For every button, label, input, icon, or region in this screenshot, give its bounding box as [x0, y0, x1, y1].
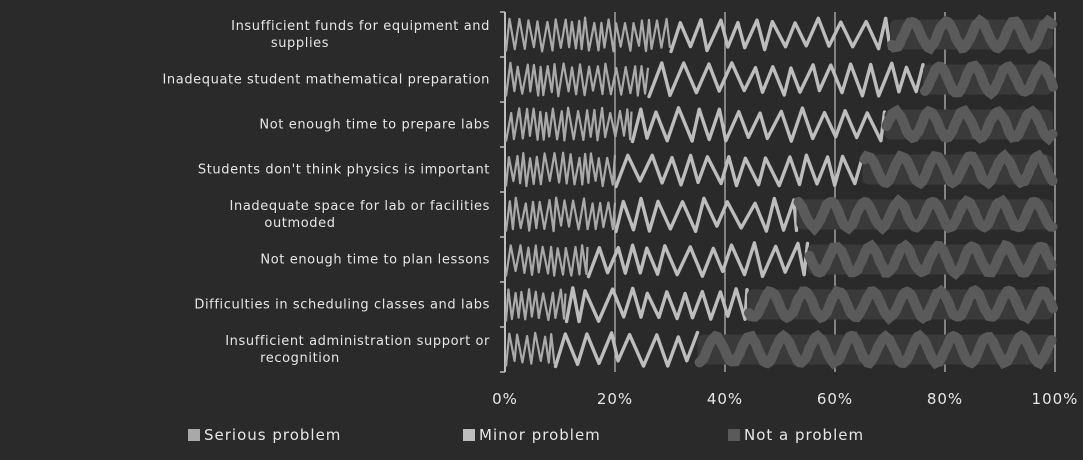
legend: Serious problem Minor problem Not a proble…	[188, 426, 864, 444]
bar-segment-not-a-problem	[804, 239, 1057, 280]
category-label: Not enough time to prepare labs	[259, 118, 490, 133]
legend-swatch	[463, 429, 475, 441]
x-tick-label: 80%	[927, 390, 963, 408]
category-label: Insufficient funds for equipment and supp…	[231, 19, 490, 51]
bar-segment-minor-problem	[586, 241, 810, 279]
x-tick-label: 100%	[1032, 390, 1079, 408]
bar-segment-minor-problem	[669, 16, 892, 54]
x-tick-labels: 0% 20% 40% 60% 80% 100%	[492, 390, 1079, 408]
x-tick-label: 40%	[707, 390, 743, 408]
bar-segment-serious-problem	[504, 151, 617, 188]
bar-segment-not-a-problem	[793, 194, 1058, 236]
x-tick-label: 60%	[817, 390, 853, 408]
category-labels: Insufficient funds for equipment and supp…	[162, 19, 490, 366]
bar-segment-serious-problem	[504, 288, 567, 322]
category-label: Difficulties in scheduling classes and l…	[194, 298, 490, 313]
category-label: Students don't think physics is importan…	[198, 163, 490, 178]
bar-segment-serious-problem	[504, 196, 617, 233]
x-tick-label: 20%	[597, 390, 633, 408]
bar-segment-not-a-problem	[887, 14, 1057, 55]
bar-segment-minor-problem	[553, 330, 700, 369]
bar-segment-not-a-problem	[881, 104, 1058, 146]
bar-segment-serious-problem	[504, 244, 589, 277]
bar-segment-serious-problem	[504, 106, 633, 142]
category-label: Insufficient administration support or re…	[225, 334, 490, 366]
bar-segment-minor-problem	[614, 196, 799, 234]
legend-label: Not a problem	[744, 426, 864, 444]
category-label: Inadequate space for lab or facilities ou…	[230, 199, 490, 231]
category-label: Inadequate student mathematical preparat…	[162, 73, 490, 88]
bar-segment-minor-problem	[564, 286, 749, 324]
bar-segment-serious-problem	[504, 61, 650, 98]
category-label: Not enough time to plan lessons	[260, 253, 490, 268]
bar-segment-not-a-problem	[859, 148, 1058, 190]
x-tick-label: 0%	[492, 390, 518, 408]
bar-segment-minor-problem	[614, 153, 865, 189]
legend-swatch	[728, 429, 740, 441]
bar-segment-not-a-problem	[744, 284, 1058, 325]
bar-segment-not-a-problem	[920, 60, 1058, 100]
bars	[504, 14, 1058, 370]
legend-swatch	[188, 429, 200, 441]
legend-label: Minor problem	[479, 426, 601, 444]
bar-segment-minor-problem	[630, 106, 887, 144]
bar-segment-minor-problem	[647, 61, 925, 99]
legend-label: Serious problem	[204, 426, 341, 444]
bar-segment-serious-problem	[504, 16, 672, 53]
bar-segment-not-a-problem	[694, 329, 1057, 370]
bar-segment-serious-problem	[504, 331, 556, 367]
